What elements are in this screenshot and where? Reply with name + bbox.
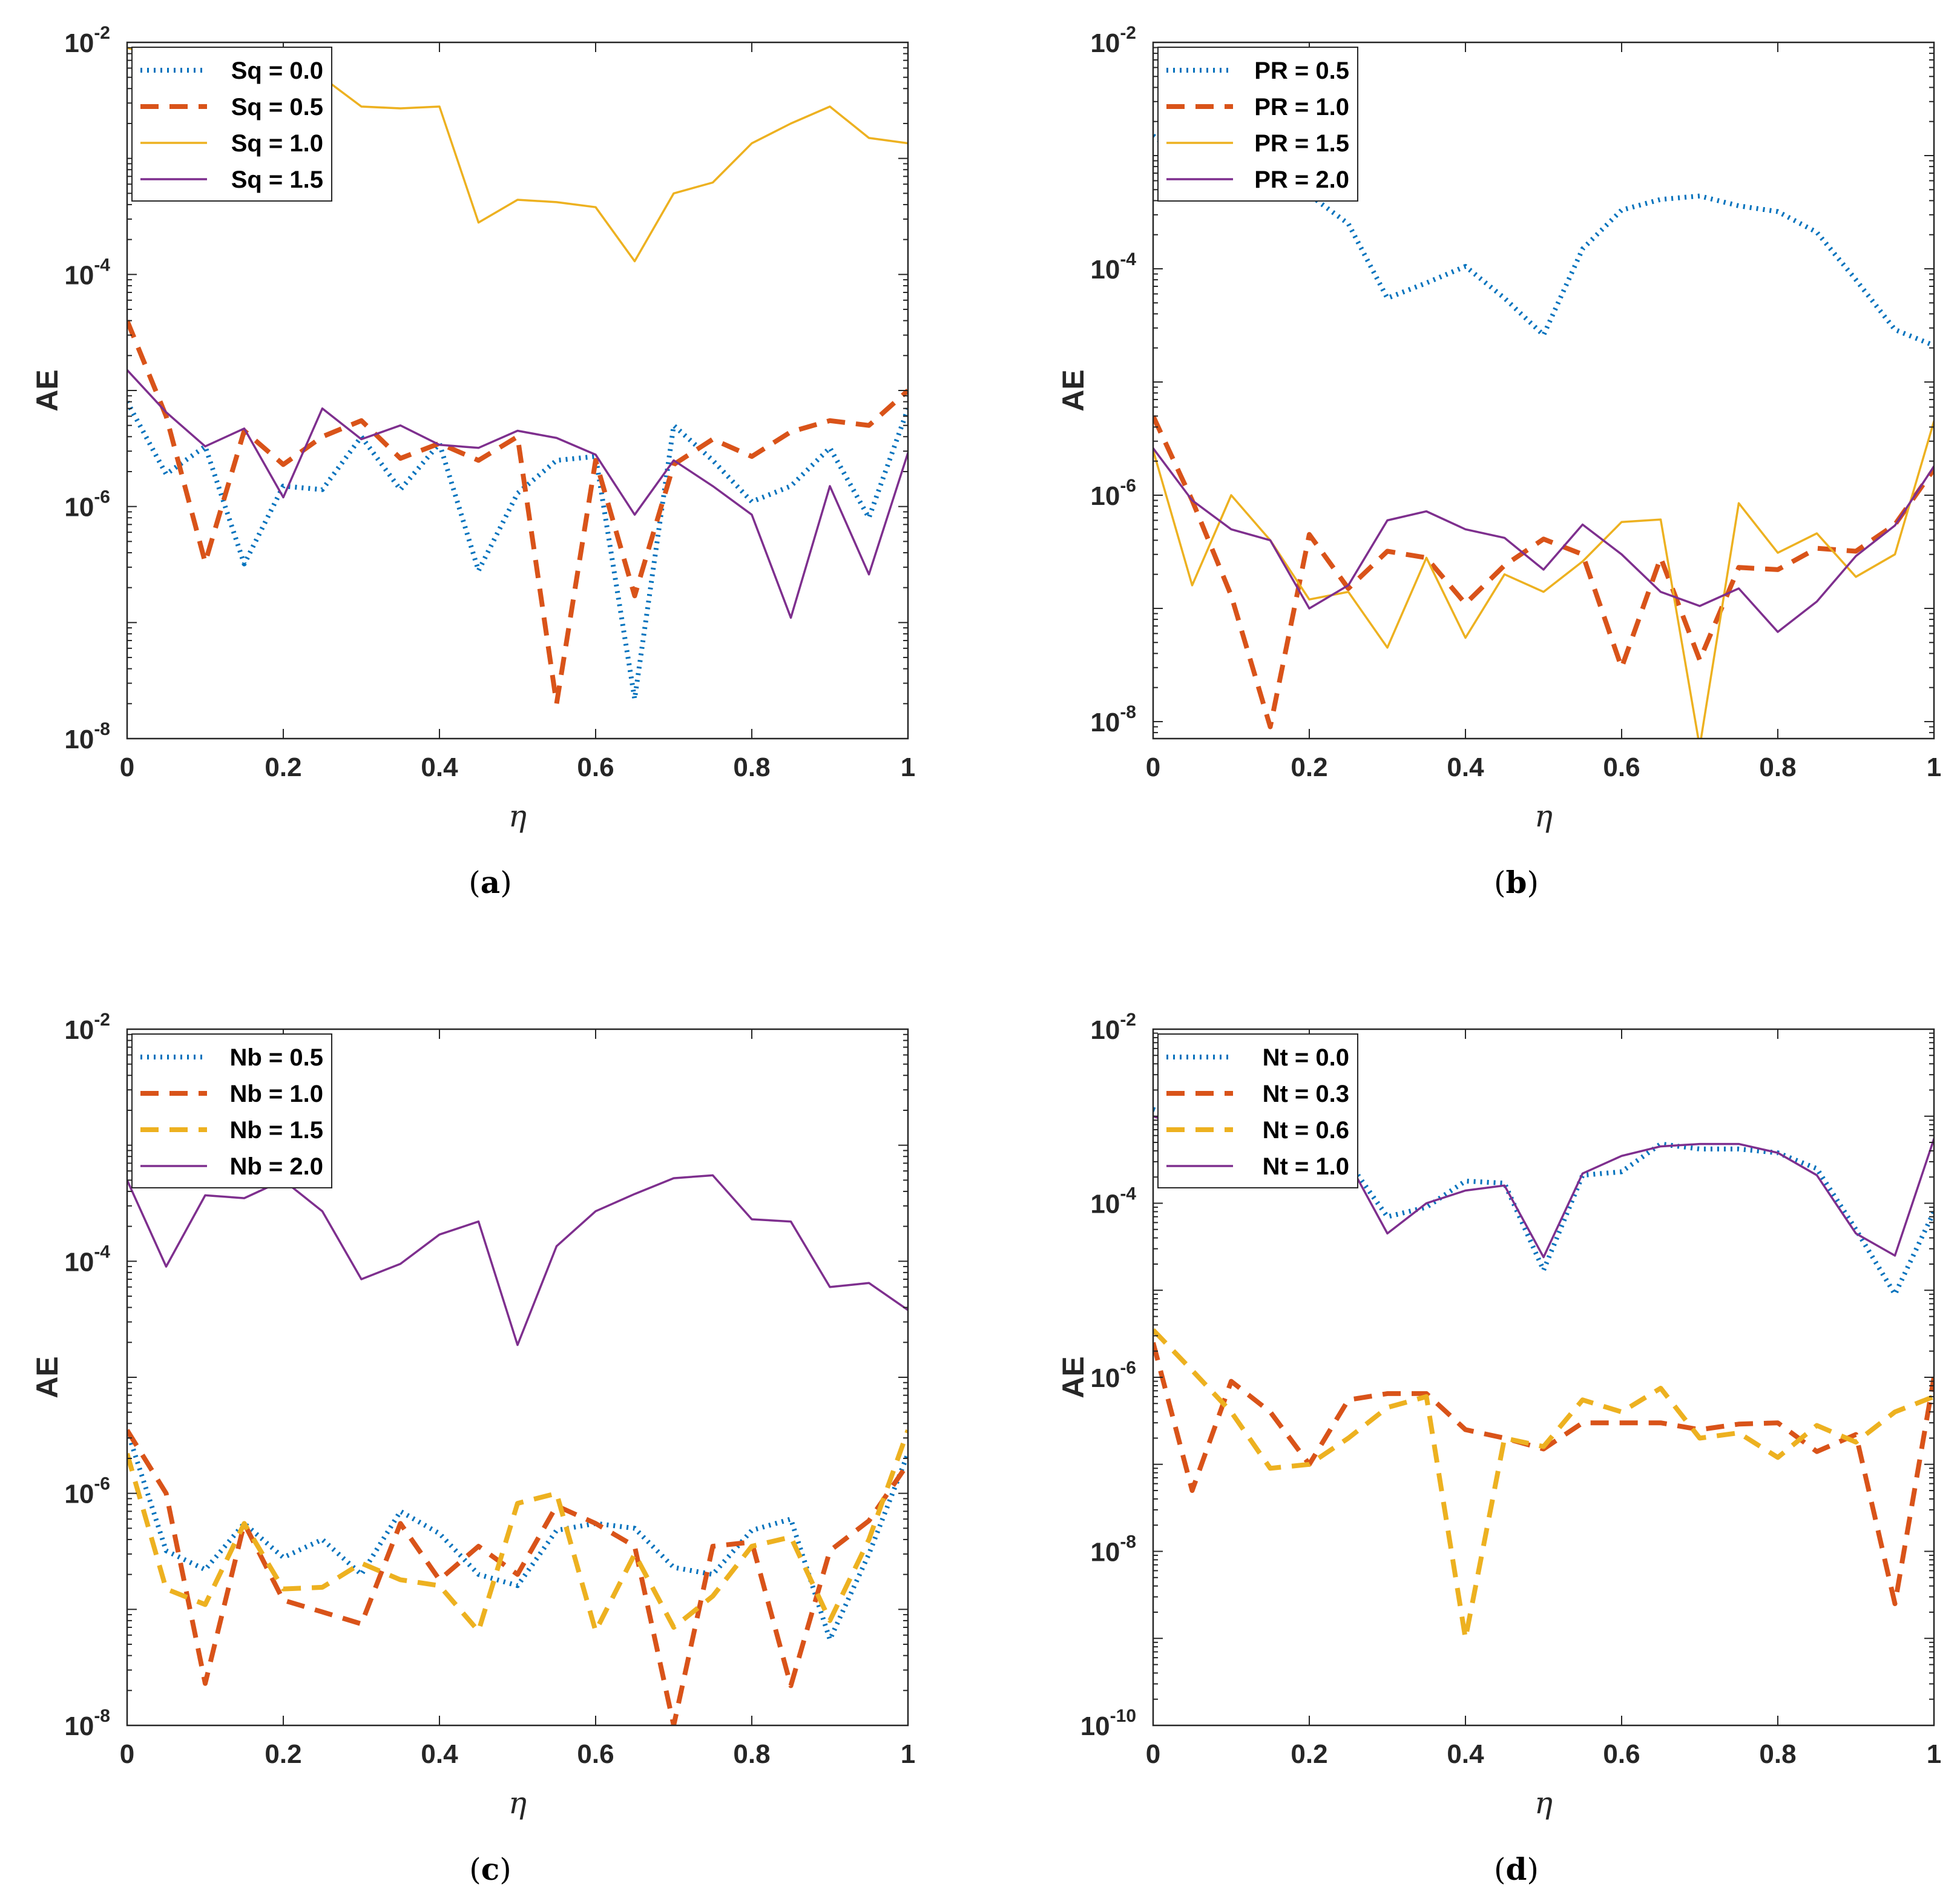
- series-group: [127, 1174, 908, 1725]
- series-line-c-0: [127, 1429, 908, 1642]
- legend-box: [131, 1033, 332, 1188]
- y-tick-label: 10-8: [1090, 702, 1136, 737]
- y-axis-label: AE: [30, 369, 64, 411]
- series-line-d-1: [1153, 1342, 1934, 1606]
- legend-box: [1157, 1033, 1358, 1188]
- y-tick-label: 10-10: [1080, 1706, 1136, 1741]
- y-axis-label: AE: [30, 1356, 64, 1398]
- x-tick-label: 0.4: [421, 753, 458, 782]
- x-tick-label: 0.6: [577, 753, 614, 782]
- x-axis-label: η: [1534, 1785, 1553, 1820]
- y-tick-label: 10-8: [64, 1706, 110, 1741]
- legend-entry-label: Nb = 1.5: [229, 1117, 323, 1144]
- x-tick-label: 0: [120, 753, 134, 782]
- y-tick-label: 10-4: [64, 1242, 110, 1277]
- x-tick-label: 0.8: [1759, 753, 1796, 782]
- series-line-b-1: [1153, 415, 1934, 730]
- series-line-a-1: [127, 320, 908, 707]
- panel-caption: (a): [469, 865, 511, 900]
- y-axis-label: AE: [1056, 1356, 1090, 1398]
- legend-entry-label: Nt = 1.0: [1263, 1153, 1349, 1180]
- x-tick-label: 1: [1927, 1739, 1941, 1769]
- y-tick-label: 10-6: [1090, 476, 1136, 511]
- x-tick-label: 0.2: [1291, 1739, 1327, 1769]
- legend-entry-label: Sq = 0.0: [231, 58, 323, 84]
- y-tick-label: 10-6: [64, 1474, 110, 1509]
- y-tick-label: 10-2: [64, 1010, 110, 1045]
- x-tick-label: 1: [901, 753, 915, 782]
- legend-entry-label: PR = 1.5: [1254, 130, 1349, 157]
- legend: Nb = 0.5 Nb = 1.0 Nb = 1.5 Nb = 2.0: [131, 1033, 332, 1188]
- x-tick-label: 0.2: [265, 753, 301, 782]
- x-tick-label: 0.8: [733, 753, 770, 782]
- y-tick-label: 10-4: [1090, 249, 1136, 285]
- legend: PR = 0.5 PR = 1.0 PR = 1.5 PR = 2.0: [1157, 47, 1358, 202]
- legend-entry-label: Nt = 0.0: [1263, 1044, 1349, 1071]
- x-axis-label: η: [508, 799, 527, 834]
- y-tick-label: 10-2: [1090, 1010, 1136, 1045]
- legend: Nt = 0.0 Nt = 0.3 Nt = 0.6 Nt = 1.0: [1157, 1033, 1358, 1188]
- chart-panel-b: 10-8 10-6 10-4 10-2 0 0.2 0.4 0.6 0.8 1 η AE PR = 0.…: [1056, 23, 1941, 900]
- chart-panel-d: 10-10 10-8 10-6 10-4 10-2 0 0.2 0.4 0.6 0.8 1 η AE Nt…: [1056, 1010, 1941, 1887]
- series-line-c-3: [127, 1174, 908, 1346]
- series-group: [1153, 133, 1934, 739]
- y-tick-label: 10-4: [64, 255, 110, 290]
- y-tick-label: 10-8: [1090, 1532, 1136, 1567]
- legend-entry-label: Nb = 2.0: [229, 1153, 323, 1180]
- legend: Sq = 0.0 Sq = 0.5 Sq = 1.0 Sq = 1.5: [131, 47, 332, 202]
- legend-entry-label: Sq = 1.5: [231, 166, 323, 193]
- x-tick-label: 1: [1927, 753, 1941, 782]
- x-tick-label: 0.4: [1447, 753, 1484, 782]
- legend-entry-label: Sq = 0.5: [231, 94, 323, 120]
- legend-entry-label: PR = 0.5: [1254, 58, 1349, 84]
- x-tick-label: 0.8: [1759, 1739, 1796, 1769]
- x-tick-label: 0.6: [1603, 753, 1640, 782]
- x-tick-label: 0.2: [265, 1739, 301, 1769]
- x-tick-label: 0.6: [577, 1739, 614, 1769]
- x-tick-label: 1: [901, 1739, 915, 1769]
- y-tick-label: 10-2: [64, 23, 110, 58]
- series-line-d-2: [1153, 1328, 1934, 1641]
- x-tick-label: 0: [1146, 753, 1160, 782]
- panels-container: 10-8 10-6 10-4 10-2 0 0.2 0.4 0.6 0.8 1 η AE Sq = 0.…: [30, 23, 1941, 1887]
- x-axis-label: η: [1534, 799, 1553, 834]
- y-tick-label: 10-6: [64, 487, 110, 522]
- y-tick-label: 10-8: [64, 719, 110, 754]
- x-axis-label: η: [508, 1785, 527, 1820]
- legend-box: [1157, 47, 1358, 202]
- x-tick-label: 0.4: [1447, 1739, 1484, 1769]
- series-line-c-2: [127, 1429, 908, 1634]
- legend-entry-label: PR = 2.0: [1254, 166, 1349, 193]
- legend-entry-label: Nb = 1.0: [229, 1081, 323, 1107]
- legend-box: [131, 47, 332, 202]
- series-line-b-3: [1153, 447, 1934, 633]
- panel-caption: (c): [469, 1851, 511, 1887]
- x-tick-label: 0.2: [1291, 753, 1327, 782]
- chart-panel-c: 10-8 10-6 10-4 10-2 0 0.2 0.4 0.6 0.8 1 η AE Nb = 0.…: [30, 1010, 915, 1887]
- axes-box: [1152, 41, 1935, 740]
- panel-caption: (d): [1494, 1851, 1539, 1887]
- legend-entry-label: Nt = 0.3: [1263, 1081, 1349, 1107]
- y-tick-label: 10-2: [1090, 23, 1136, 58]
- series-line-a-3: [127, 369, 908, 619]
- legend-entry-label: Nb = 0.5: [229, 1044, 323, 1071]
- panel-caption: (b): [1494, 865, 1539, 900]
- legend-entry-label: Sq = 1.0: [231, 130, 323, 157]
- x-tick-label: 0.8: [733, 1739, 770, 1769]
- series-line-c-1: [127, 1429, 908, 1725]
- y-tick-label: 10-6: [1090, 1358, 1136, 1393]
- x-tick-label: 0: [1146, 1739, 1160, 1769]
- x-tick-label: 0: [120, 1739, 134, 1769]
- y-axis-label: AE: [1056, 369, 1090, 411]
- chart-panel-a: 10-8 10-6 10-4 10-2 0 0.2 0.4 0.6 0.8 1 η AE Sq = 0.…: [30, 23, 915, 900]
- legend-entry-label: Nt = 0.6: [1263, 1117, 1349, 1144]
- x-tick-label: 0.6: [1603, 1739, 1640, 1769]
- y-tick-label: 10-4: [1090, 1184, 1136, 1219]
- x-tick-label: 0.4: [421, 1739, 458, 1769]
- series-line-b-2: [1153, 420, 1934, 739]
- legend-entry-label: PR = 1.0: [1254, 94, 1349, 120]
